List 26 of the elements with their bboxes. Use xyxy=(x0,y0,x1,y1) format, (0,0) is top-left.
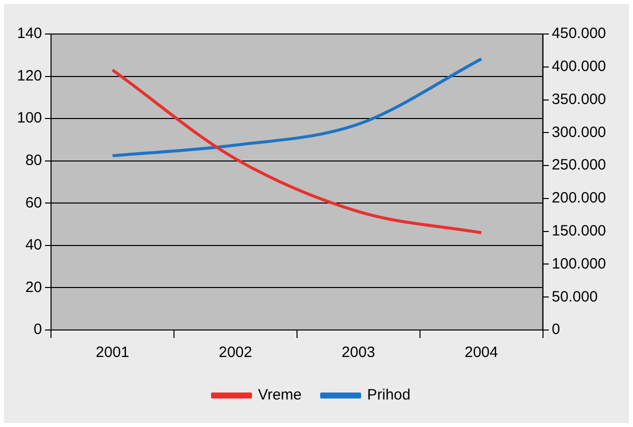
y2-tick-label: 450.000 xyxy=(552,25,606,42)
x-tick-label: 2004 xyxy=(464,344,498,362)
y2-tick-label: 350.000 xyxy=(552,90,606,108)
legend-label: Prihod xyxy=(367,386,410,404)
y2-tick-label: 150.000 xyxy=(552,222,606,240)
y-tick-label: 20 xyxy=(25,278,42,296)
x-tick-label: 2002 xyxy=(218,344,252,362)
y-tick-label: 140 xyxy=(16,25,42,42)
y2-tick-label: 0 xyxy=(552,321,560,338)
y-tick-label: 100 xyxy=(16,110,42,127)
y-tick-label: 60 xyxy=(25,194,42,212)
y2-tick-label: 100.000 xyxy=(552,255,606,272)
y2-tick-label: 200.000 xyxy=(552,190,606,207)
x-tick-label: 2003 xyxy=(342,344,376,362)
y-tick-label: 120 xyxy=(16,67,42,84)
y2-tick-label: 50.000 xyxy=(552,288,598,306)
line-series xyxy=(110,68,483,234)
legend-label: Vreme xyxy=(258,386,302,404)
y2-tick-label: 400.000 xyxy=(552,58,606,76)
y-tick-label: 0 xyxy=(34,321,42,338)
x-tick-label: 2001 xyxy=(96,344,130,362)
y-tick-label: 80 xyxy=(25,152,42,169)
y-tick-label: 40 xyxy=(25,236,42,254)
y2-tick-label: 250.000 xyxy=(552,156,606,174)
line-series xyxy=(110,57,483,158)
y2-tick-label: 300.000 xyxy=(552,124,606,141)
